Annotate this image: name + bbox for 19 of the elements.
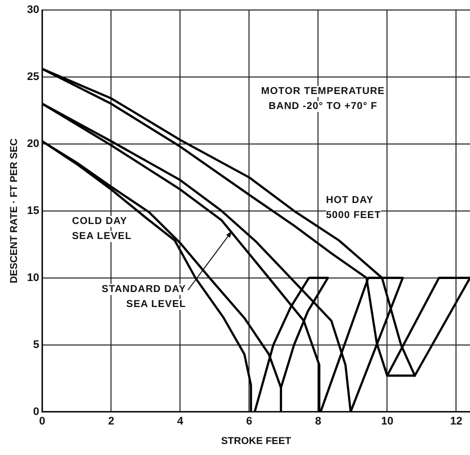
x-tick-label: 6: [246, 415, 252, 428]
annotation: HOT DAY 5000 FEET: [326, 195, 382, 221]
annotation: STANDARD DAY SEA LEVEL: [102, 284, 186, 310]
annotation: MOTOR TEMPERATURE BAND -20° TO +70° F: [261, 86, 385, 112]
y-tick-label: 30: [26, 4, 40, 16]
x-tick-label: 2: [108, 415, 114, 428]
y-tick-label: 15: [26, 204, 40, 217]
annotation: COLD DAY SEA LEVEL: [72, 216, 132, 242]
x-tick-label: 4: [177, 415, 184, 428]
y-tick-label: 20: [26, 138, 40, 150]
y-tick-label: 5: [33, 338, 40, 351]
x-tick-label: 12: [450, 415, 462, 428]
y-tick-label: 25: [26, 71, 40, 83]
x-axis-title: STROKE FEET: [221, 436, 292, 447]
y-tick-label: 10: [26, 272, 40, 284]
x-tick-label: 10: [381, 415, 394, 428]
y-axis-title: DESCENT RATE · FT PER SEC: [8, 138, 20, 284]
x-tick-label: 8: [315, 415, 322, 428]
y-tick-label: 0: [33, 406, 40, 418]
